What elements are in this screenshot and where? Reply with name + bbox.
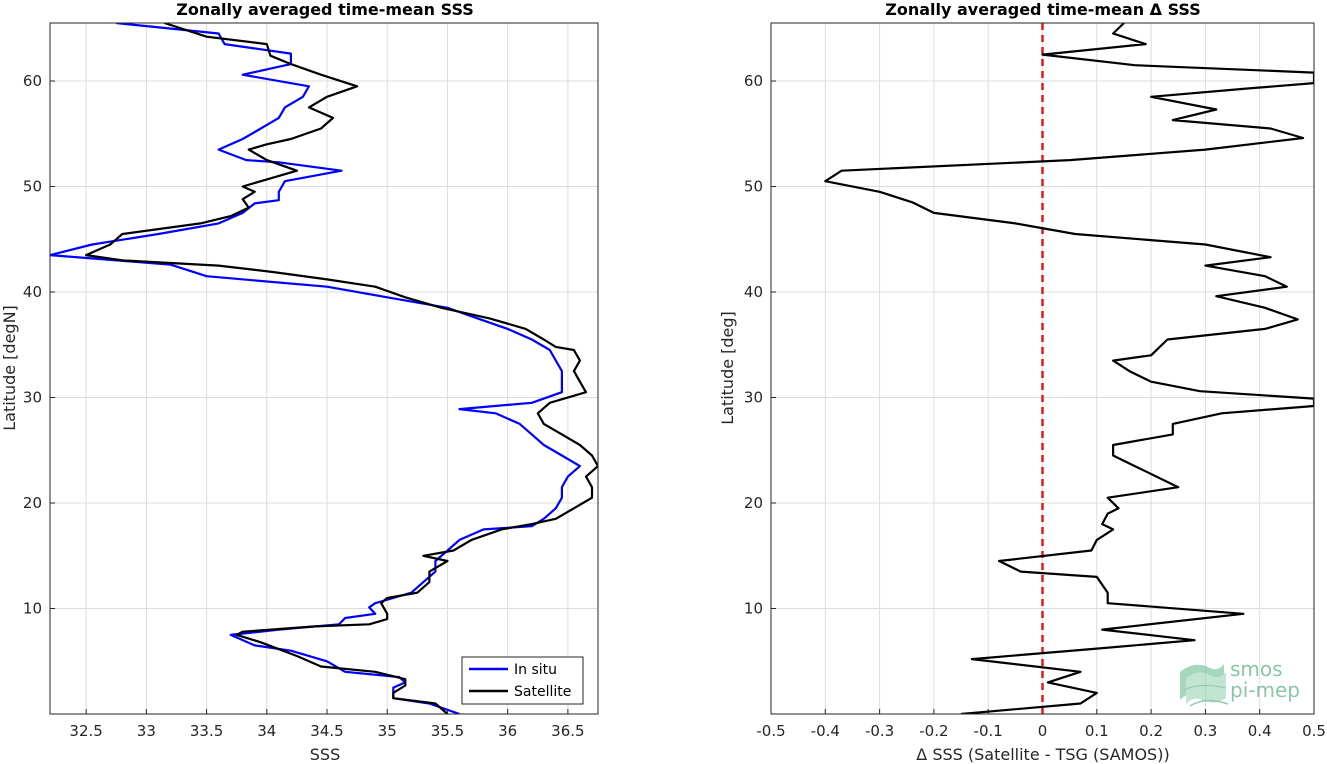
y-tick-label: 40 <box>744 283 763 301</box>
y-tick-label: 40 <box>23 283 42 301</box>
left-series-lines <box>50 23 598 714</box>
left-chart-panel: Zonally averaged time-mean SSS 32.5 33 33.… <box>0 0 599 764</box>
y-tick-label: 20 <box>23 494 42 512</box>
left-gridlines <box>50 23 598 714</box>
legend-box <box>461 656 584 705</box>
right-axes-box <box>770 22 1315 715</box>
left-chart-title: Zonally averaged time-mean SSS <box>176 0 474 19</box>
right-series-lines <box>824 23 1314 714</box>
x-tick-label: -0.1 <box>974 722 1003 740</box>
y-tick-label: 10 <box>744 600 763 618</box>
in-situ-series-line <box>50 23 582 714</box>
x-tick-label: 34 <box>257 722 276 740</box>
logo-text-pi-mep: pi-mep <box>1230 678 1300 702</box>
right-gridlines <box>770 23 1315 714</box>
right-y-tick-labels: 10 20 30 40 50 60 <box>744 72 763 617</box>
x-tick-label: -0.4 <box>811 722 840 740</box>
y-tick-label: 50 <box>744 178 763 196</box>
legend-satellite-label: Satellite <box>514 684 571 700</box>
x-tick-label: 0.2 <box>1139 722 1163 740</box>
left-y-axis-label: Latitude [degN] <box>0 305 19 431</box>
left-x-tick-labels: 32.5 33 33.5 34 34.5 35 35.5 36 36.5 <box>69 722 584 740</box>
x-tick-label: 0.5 <box>1302 722 1326 740</box>
x-tick-label: 0.3 <box>1193 722 1217 740</box>
x-tick-label: 34.5 <box>310 722 343 740</box>
x-tick-label: 36.5 <box>551 722 584 740</box>
x-tick-label: 32.5 <box>69 722 102 740</box>
left-y-tick-labels: 10 20 30 40 50 60 <box>23 72 42 617</box>
x-tick-label: 0.4 <box>1248 722 1272 740</box>
x-tick-label: 35.5 <box>431 722 464 740</box>
logo-wave-icon <box>1180 664 1229 707</box>
right-chart-panel: Zonally averaged time-mean Δ SSS -0.5 -0.… <box>718 0 1326 764</box>
right-y-axis-label: Latitude [deg] <box>718 311 737 425</box>
x-tick-label: -0.2 <box>919 722 948 740</box>
right-x-tick-labels: -0.5 -0.4 -0.3 -0.2 -0.1 0 0.1 0.2 0.3 0.4 0.5 <box>756 722 1326 740</box>
y-tick-label: 30 <box>744 389 763 407</box>
left-axes-box <box>49 22 599 715</box>
legend: In situ Satellite <box>461 656 584 705</box>
y-tick-label: 20 <box>744 494 763 512</box>
x-tick-label: 0 <box>1038 722 1048 740</box>
smos-pi-mep-logo: smos pi-mep <box>1180 657 1300 707</box>
y-tick-label: 10 <box>23 600 42 618</box>
legend-insitu-label: In situ <box>514 662 557 678</box>
x-tick-label: -0.3 <box>865 722 894 740</box>
right-x-axis-label: Δ SSS (Satellite - TSG (SAMOS)) <box>916 745 1169 764</box>
right-chart-title: Zonally averaged time-mean Δ SSS <box>885 0 1201 19</box>
x-tick-label: -0.5 <box>756 722 785 740</box>
left-x-axis-label: SSS <box>310 745 340 764</box>
y-tick-label: 60 <box>23 72 42 90</box>
satellite-series-line <box>84 23 598 714</box>
x-tick-label: 35 <box>378 722 397 740</box>
y-tick-label: 60 <box>744 72 763 90</box>
x-tick-label: 33.5 <box>190 722 223 740</box>
x-tick-label: 0.1 <box>1085 722 1109 740</box>
logo-text-smos: smos <box>1230 657 1283 681</box>
delta-sss-series-line <box>824 23 1314 714</box>
y-tick-label: 30 <box>23 389 42 407</box>
y-tick-label: 50 <box>23 178 42 196</box>
x-tick-label: 33 <box>137 722 156 740</box>
x-tick-label: 36 <box>498 722 517 740</box>
